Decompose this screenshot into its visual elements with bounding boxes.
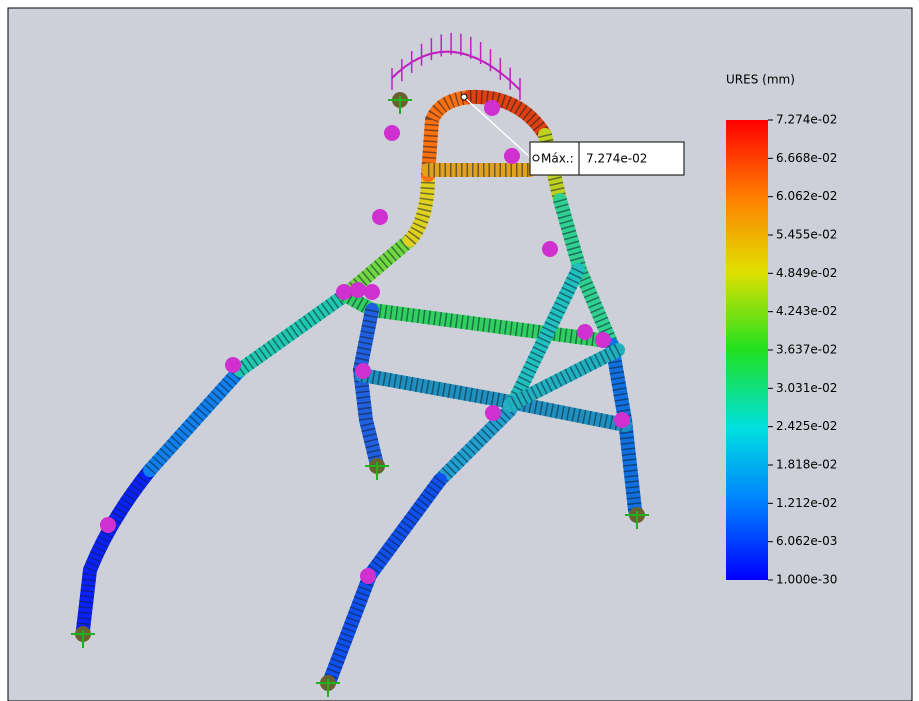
joint (384, 125, 400, 141)
annotation-label: Máx.: (541, 152, 574, 166)
annotation-value: 7.274e-02 (586, 152, 647, 166)
joint (336, 284, 352, 300)
legend-label: 3.637e-02 (776, 343, 837, 357)
legend-label: 7.274e-02 (776, 113, 837, 127)
legend-label: 2.425e-02 (776, 419, 837, 433)
annotation-pin (533, 155, 539, 161)
legend-label: 6.062e-02 (776, 189, 837, 203)
joint (225, 357, 241, 373)
joint (360, 568, 376, 584)
legend-label: 5.455e-02 (776, 228, 837, 242)
joint (484, 100, 500, 116)
legend-label: 4.243e-02 (776, 304, 837, 318)
joint (614, 412, 630, 428)
joint (504, 148, 520, 164)
viewport: URES (mm) 7.274e-02 6.668e-02 6.062e-02 5.4… (0, 0, 919, 701)
joint (364, 284, 380, 300)
page: URES (mm) 7.274e-02 6.668e-02 6.062e-02 5.4… (0, 0, 919, 701)
legend-label: 4.849e-02 (776, 266, 837, 280)
legend-title: URES (mm) (726, 73, 795, 87)
legend-label: 1.818e-02 (776, 458, 837, 472)
joint (372, 209, 388, 225)
joint (485, 405, 501, 421)
joint (350, 282, 366, 298)
legend-label: 6.062e-03 (776, 534, 837, 548)
joint (542, 241, 558, 257)
legend-label: 3.031e-02 (776, 381, 837, 395)
legend-label: 1.212e-02 (776, 496, 837, 510)
joint (577, 324, 593, 340)
color-bar (726, 120, 768, 580)
legend-label: 1.000e-30 (776, 573, 837, 587)
joint (355, 363, 371, 379)
max-marker (461, 94, 467, 100)
joint (595, 332, 611, 348)
legend-label: 6.668e-02 (776, 151, 837, 165)
joint (100, 517, 116, 533)
